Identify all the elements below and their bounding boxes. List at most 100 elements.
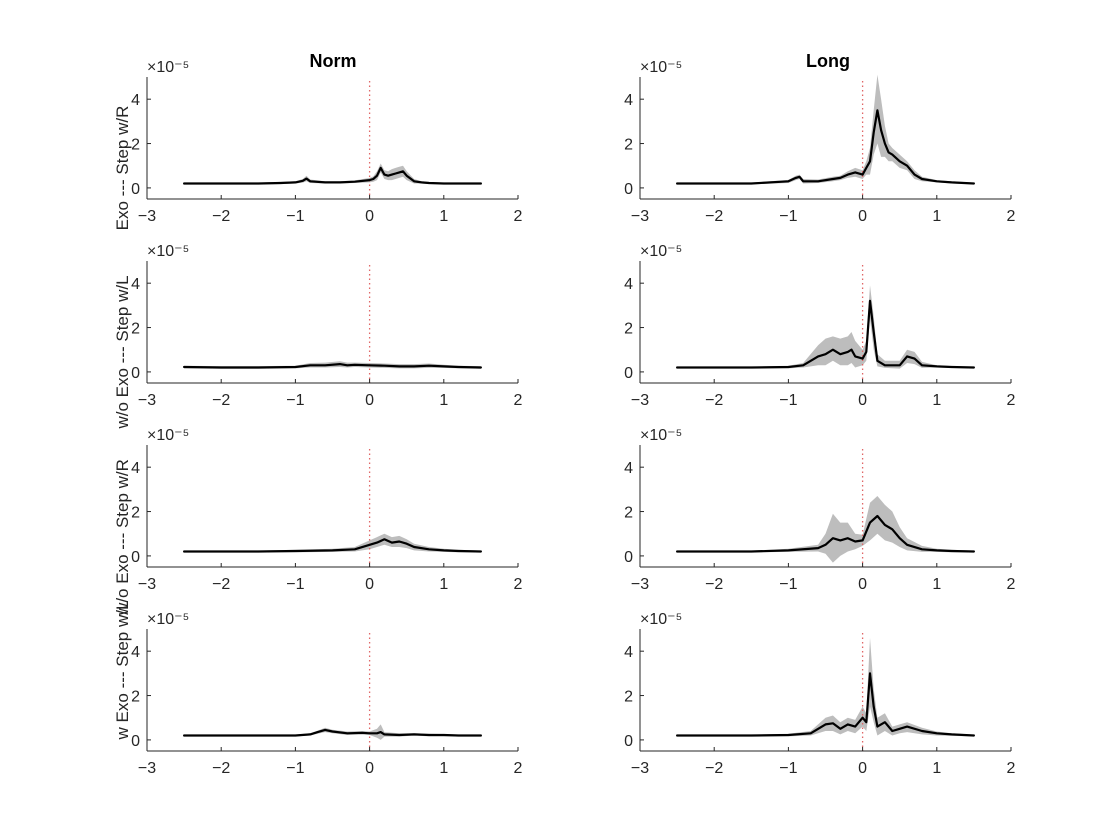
chart-panel-r1-norm: −3 −2 −1 0 1 2 0 2 4 ×10⁻⁵ [131,59,522,225]
chart-panel-r3-norm: −3 −2 −1 0 1 2 0 2 4 ×10⁻⁵ [131,427,522,593]
row-label-1: Exo --- Step w/R [113,106,132,231]
x-tick-label: −3 [631,760,649,777]
x-tick-label: 2 [514,576,523,593]
series-line-mean [675,299,976,369]
y-exponent-label: ×10⁻⁵ [640,611,682,628]
x-tick-label: −2 [212,392,230,409]
x-tick-label: −3 [138,208,156,225]
y-exponent-label: ×10⁻⁵ [147,243,189,260]
confidence-band [184,163,481,185]
x-tick-label: −2 [705,760,723,777]
y-tick-label: 0 [624,733,633,750]
x-tick-label: 1 [932,208,941,225]
x-tick-label: −3 [138,392,156,409]
x-tick-label: 1 [932,392,941,409]
x-tick-label: −2 [212,760,230,777]
y-exponent-label: ×10⁻⁵ [640,427,682,444]
x-tick-label: 0 [365,576,374,593]
x-tick-label: 1 [439,208,448,225]
chart-panel-r2-norm: −3 −2 −1 0 1 2 0 2 4 ×10⁻⁵ [131,243,522,409]
column-title-norm: Norm [309,51,356,71]
x-tick-label: −1 [286,392,304,409]
x-tick-label: −2 [705,208,723,225]
series-line-mean [183,538,482,553]
y-tick-label: 4 [624,92,633,109]
y-tick-label: 4 [624,460,633,477]
row-label-3: w/o Exo --- Step w/R [113,459,132,616]
x-tick-label: −3 [631,208,649,225]
y-exponent-label: ×10⁻⁵ [640,59,682,76]
x-tick-label: −3 [138,760,156,777]
y-tick-label: 2 [624,137,633,154]
x-tick-label: 2 [1007,760,1016,777]
y-tick-label: 4 [624,644,633,661]
x-tick-label: −2 [212,208,230,225]
x-tick-label: 2 [1007,208,1016,225]
x-tick-label: −1 [286,760,304,777]
y-tick-label: 0 [131,733,140,750]
x-tick-label: −2 [212,576,230,593]
y-tick-label: 2 [131,689,140,706]
x-tick-label: −1 [286,208,304,225]
x-tick-label: −2 [705,392,723,409]
x-tick-label: −1 [779,392,797,409]
panels-group: −3 −2 −1 0 1 2 0 2 4 ×10⁻⁵ −3 −2 −1 0 1 2 0 2 4 ×10⁻⁵ −3 −2 −1… [131,59,1015,777]
x-tick-label: −3 [631,392,649,409]
y-tick-label: 2 [624,689,633,706]
y-tick-label: 2 [624,505,633,522]
x-tick-label: −2 [705,576,723,593]
confidence-band [184,533,481,553]
x-tick-label: 0 [365,392,374,409]
y-exponent-label: ×10⁻⁵ [147,611,189,628]
y-tick-label: 4 [131,644,140,661]
x-tick-label: 1 [932,576,941,593]
x-tick-label: 1 [439,760,448,777]
y-tick-label: 0 [131,365,140,382]
y-tick-label: 0 [131,549,140,566]
series-line-mean [675,109,976,185]
chart-panel-r2-long: −3 −2 −1 0 1 2 0 2 4 ×10⁻⁵ [624,243,1015,409]
x-tick-label: 1 [439,576,448,593]
y-tick-label: 4 [131,460,140,477]
y-exponent-label: ×10⁻⁵ [147,59,189,76]
x-tick-label: 1 [439,392,448,409]
series-line-mean [675,514,976,553]
chart-panel-r1-long: −3 −2 −1 0 1 2 0 2 4 ×10⁻⁵ [624,59,1015,225]
y-tick-label: 2 [131,137,140,154]
series-line-mean [675,672,976,737]
x-tick-label: 1 [932,760,941,777]
x-tick-label: −1 [779,576,797,593]
y-tick-label: 0 [131,181,140,198]
chart-panel-r4-norm: −3 −2 −1 0 1 2 0 2 4 ×10⁻⁵ [131,611,522,777]
series-line-mean [183,363,482,369]
chart-panel-r4-long: −3 −2 −1 0 1 2 0 2 4 ×10⁻⁵ [624,611,1015,777]
x-tick-label: 2 [514,208,523,225]
y-tick-label: 0 [624,181,633,198]
x-tick-label: 0 [858,392,867,409]
x-tick-label: 0 [365,760,374,777]
series-line-mean [183,728,482,737]
confidence-band [677,285,974,369]
y-tick-label: 4 [624,276,633,293]
chart-panel-r3-long: −3 −2 −1 0 1 2 0 2 4 ×10⁻⁵ [624,427,1015,593]
x-tick-label: 0 [858,576,867,593]
y-tick-label: 0 [624,365,633,382]
column-title-long: Long [806,51,850,71]
x-tick-label: 0 [858,208,867,225]
y-tick-label: 4 [131,92,140,109]
x-tick-label: 2 [1007,392,1016,409]
row-label-2: w/o Exo --- Step w/L [113,275,132,429]
x-tick-label: 0 [365,208,374,225]
y-tick-label: 2 [131,321,140,338]
x-tick-label: 0 [858,760,867,777]
y-exponent-label: ×10⁻⁵ [640,243,682,260]
series-line-mean [183,166,482,185]
confidence-band [677,74,974,185]
y-tick-label: 2 [131,505,140,522]
x-tick-label: −1 [286,576,304,593]
x-tick-label: −3 [631,576,649,593]
x-tick-label: 2 [1007,576,1016,593]
y-tick-label: 0 [624,549,633,566]
